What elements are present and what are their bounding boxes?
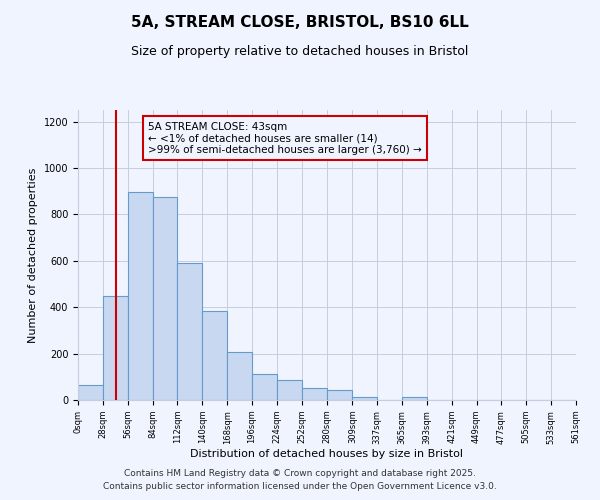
Bar <box>103 296 128 400</box>
Text: 5A, STREAM CLOSE, BRISTOL, BS10 6LL: 5A, STREAM CLOSE, BRISTOL, BS10 6LL <box>131 15 469 30</box>
Y-axis label: Number of detached properties: Number of detached properties <box>28 168 38 342</box>
Bar <box>302 388 326 400</box>
Bar <box>402 396 427 400</box>
X-axis label: Distribution of detached houses by size in Bristol: Distribution of detached houses by size … <box>191 450 464 460</box>
Bar <box>227 352 252 400</box>
Bar <box>252 374 277 400</box>
Text: 5A STREAM CLOSE: 43sqm
← <1% of detached houses are smaller (14)
>99% of semi-de: 5A STREAM CLOSE: 43sqm ← <1% of detached… <box>148 122 421 155</box>
Text: Size of property relative to detached houses in Bristol: Size of property relative to detached ho… <box>131 45 469 58</box>
Bar <box>178 263 202 400</box>
Bar <box>352 396 377 400</box>
Text: Contains HM Land Registry data © Crown copyright and database right 2025.: Contains HM Land Registry data © Crown c… <box>124 468 476 477</box>
Bar <box>202 310 227 400</box>
Bar <box>152 197 178 400</box>
Bar <box>277 380 302 400</box>
Bar <box>326 390 352 400</box>
Text: Contains public sector information licensed under the Open Government Licence v3: Contains public sector information licen… <box>103 482 497 491</box>
Bar <box>78 385 103 400</box>
Bar <box>128 192 152 400</box>
